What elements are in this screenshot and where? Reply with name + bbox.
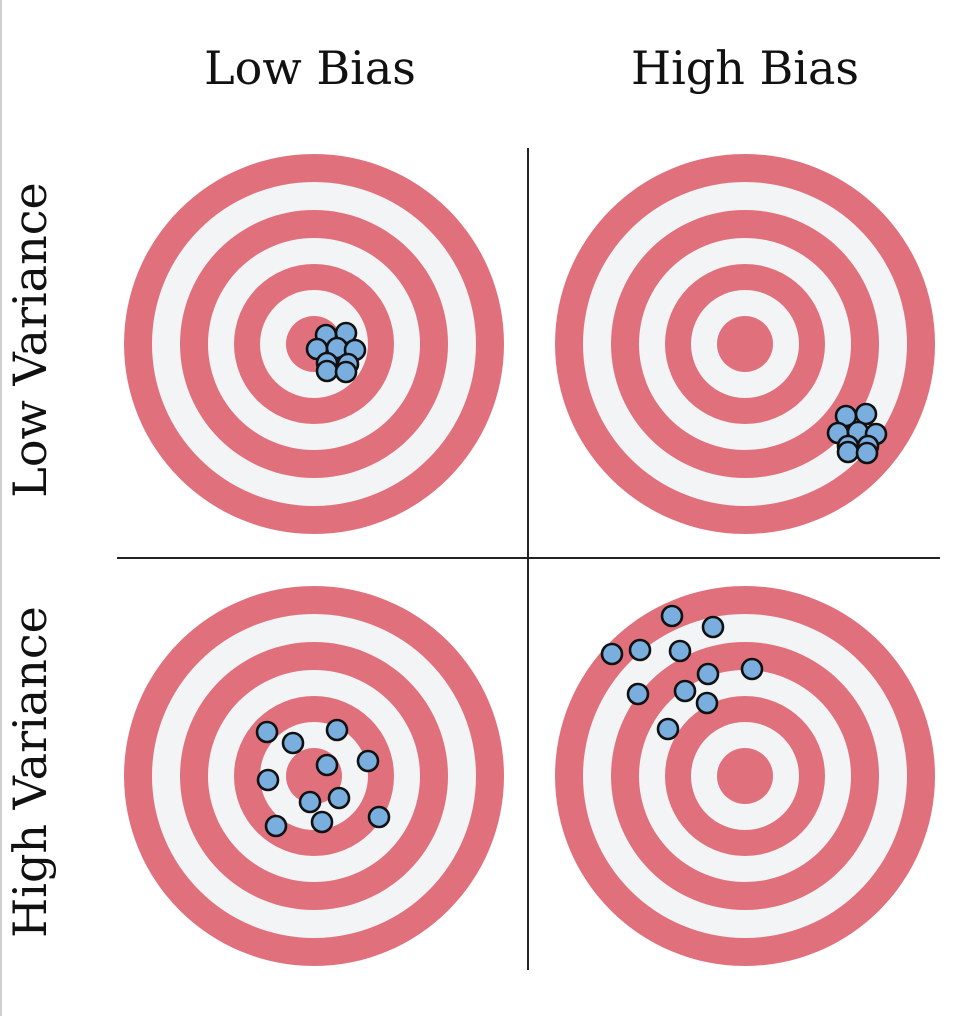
row-header-high-variance: High Variance [3, 606, 57, 938]
shot-marker [740, 657, 764, 681]
shots-high-bias-high-variance [600, 604, 764, 741]
bullseye [717, 316, 773, 372]
shots-low-bias-high-variance [255, 718, 391, 838]
shot-marker [695, 691, 719, 715]
shot-marker [668, 639, 692, 663]
shot-marker [356, 749, 380, 773]
target-high-bias-high-variance [555, 586, 935, 966]
shot-marker [298, 790, 322, 814]
shot-marker [256, 768, 280, 792]
shot-marker [255, 720, 279, 744]
bullseye [717, 748, 773, 804]
shots-low-bias-low-variance [305, 321, 367, 384]
shot-marker [600, 642, 624, 666]
shot-marker [626, 682, 650, 706]
shot-marker [836, 440, 860, 464]
shot-marker [264, 814, 288, 838]
shot-marker [701, 615, 725, 639]
col-header-low-bias: Low Bias [204, 41, 416, 95]
shot-marker [315, 753, 339, 777]
shot-marker [673, 679, 697, 703]
shot-marker [628, 638, 652, 662]
shot-marker [325, 718, 349, 742]
shot-marker [315, 359, 339, 383]
shot-marker [855, 441, 879, 465]
shot-marker [854, 402, 878, 426]
shot-marker [696, 662, 720, 686]
shot-marker [310, 810, 334, 834]
target-low-bias-high-variance [124, 586, 504, 966]
shot-marker [367, 805, 391, 829]
shot-marker [660, 604, 684, 628]
shot-marker [334, 360, 358, 384]
shot-marker [281, 731, 305, 755]
shot-marker [656, 717, 680, 741]
target-high-bias-low-variance [555, 154, 935, 534]
shots-high-bias-low-variance [826, 402, 888, 465]
col-header-high-bias: High Bias [631, 41, 859, 95]
row-header-low-variance: Low Variance [3, 182, 57, 497]
shot-marker [327, 786, 351, 810]
